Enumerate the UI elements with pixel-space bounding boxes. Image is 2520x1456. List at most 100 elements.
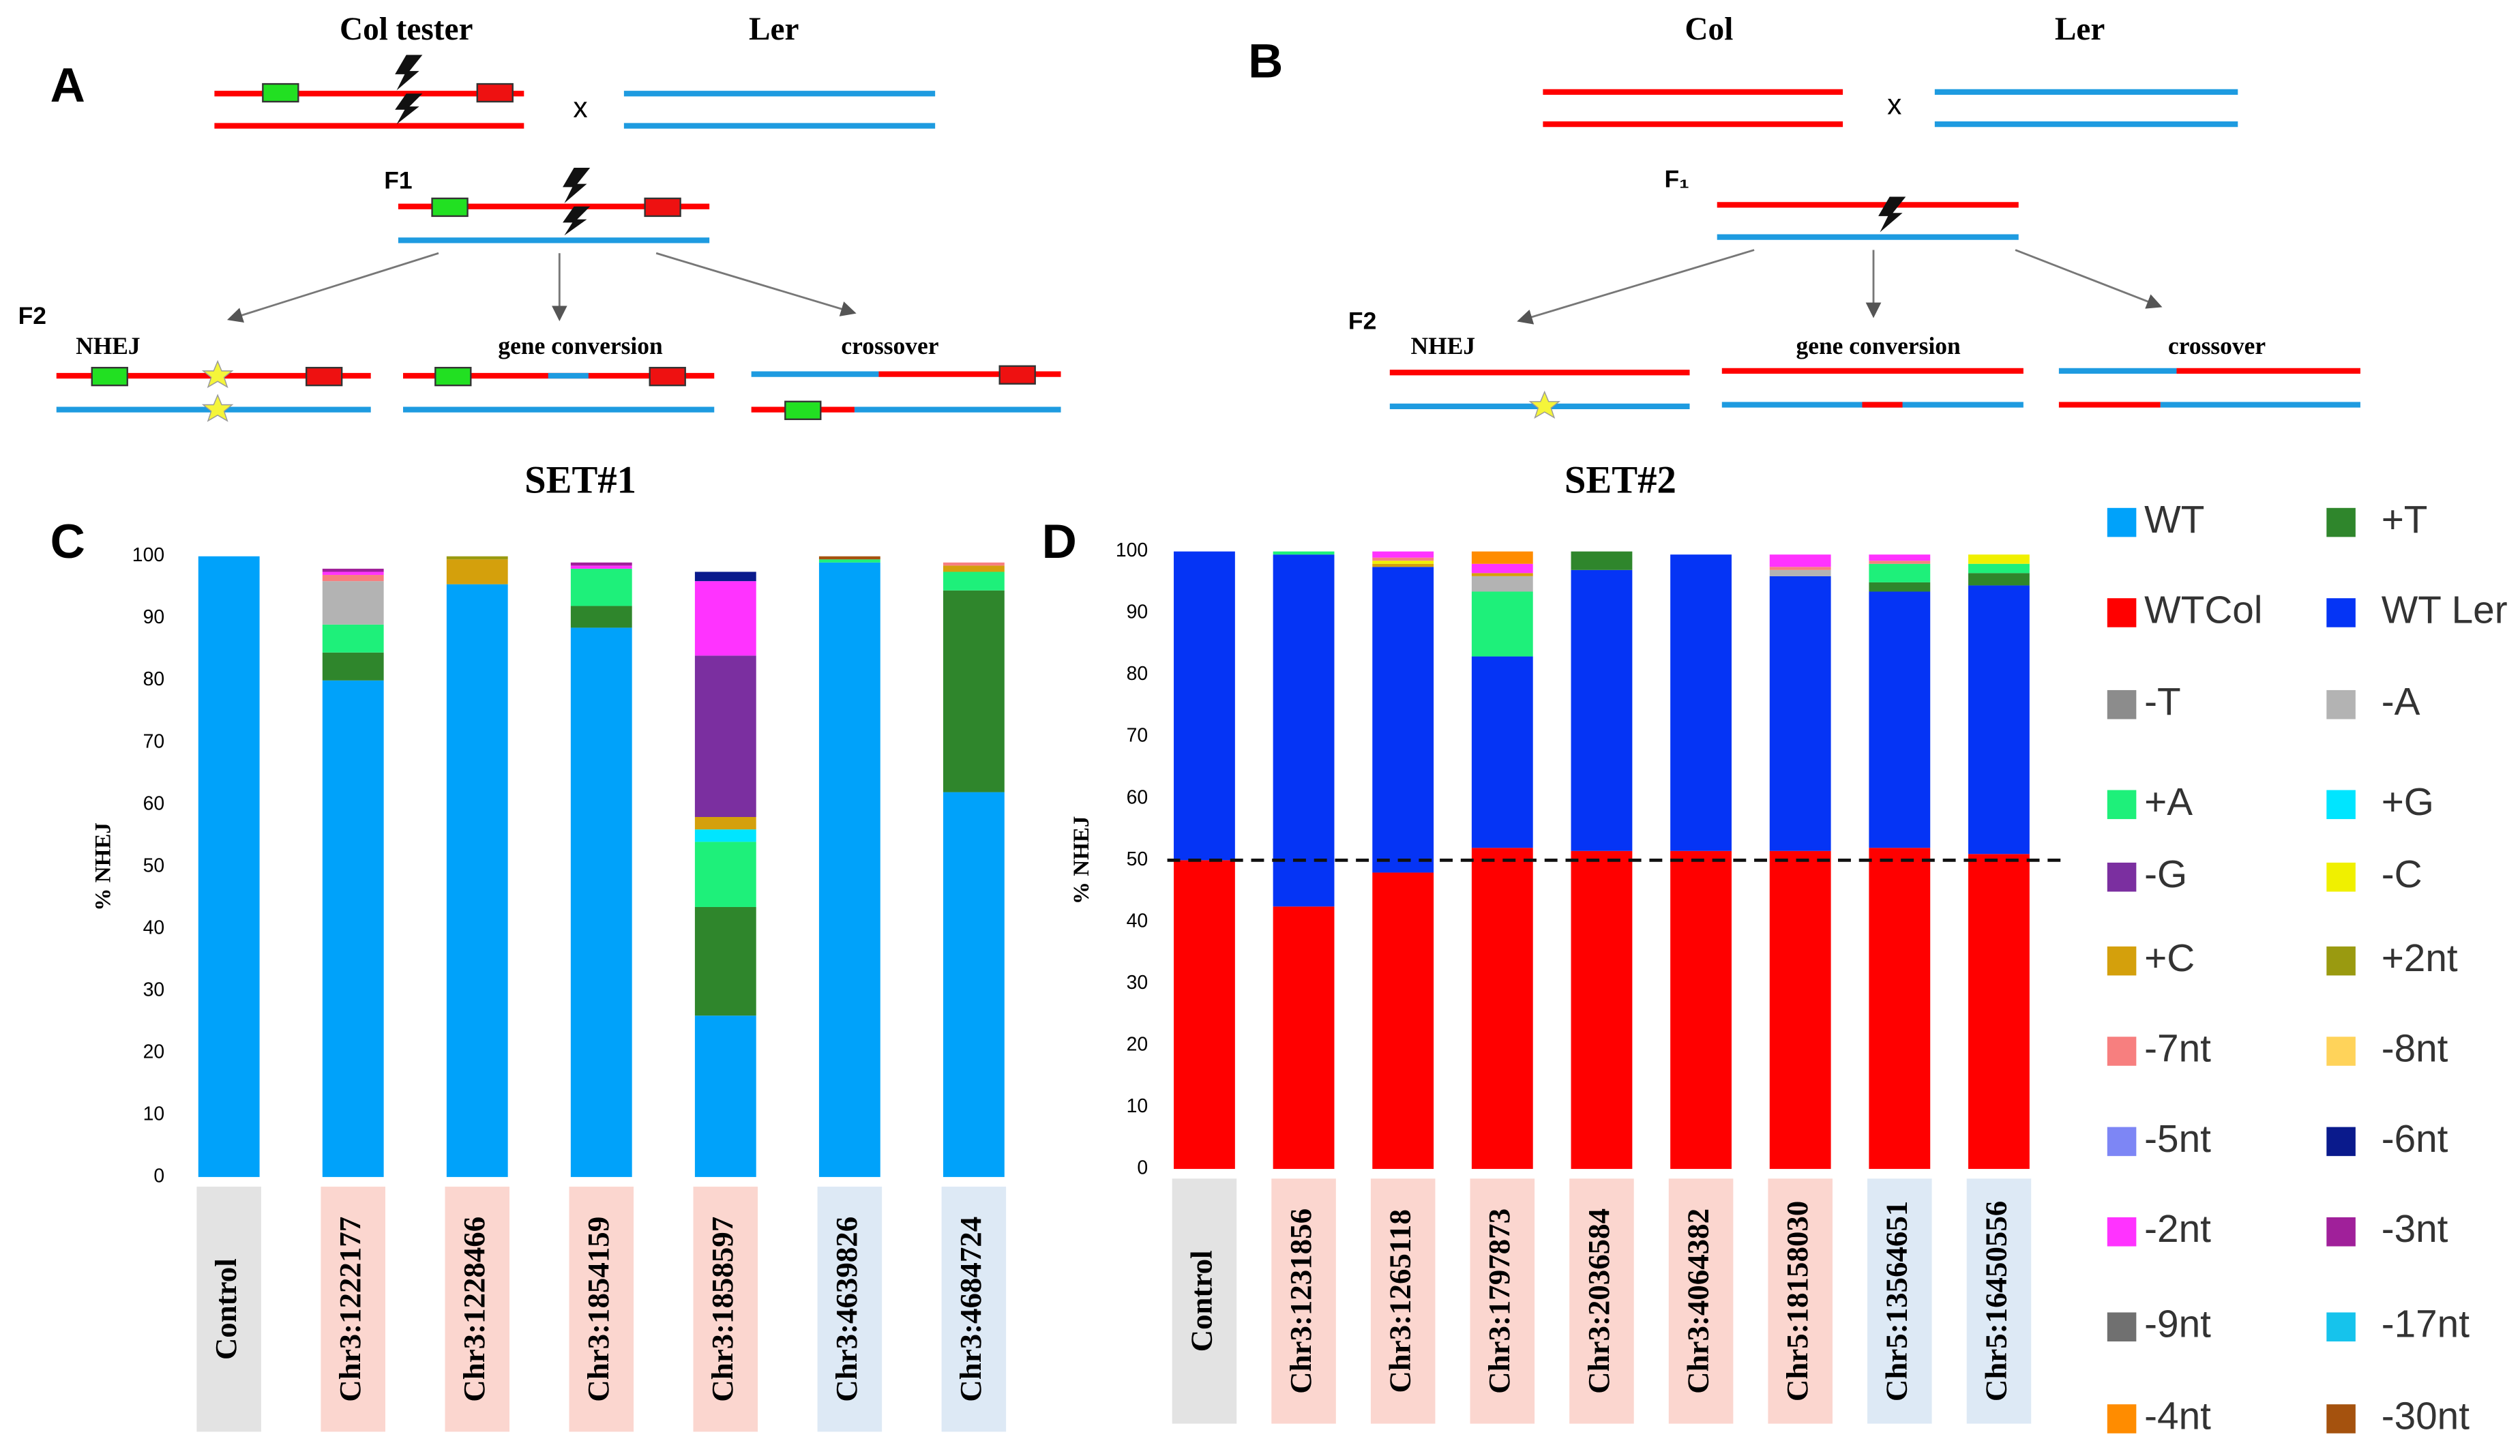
bar-segment (1372, 872, 1434, 1170)
bar-segment (1273, 551, 1335, 555)
legend-label: -17nt (2382, 1303, 2470, 1346)
y-tick-label: 10 (143, 1103, 165, 1125)
generation-label: F1 (384, 167, 412, 194)
y-tick-label: 100 (1116, 539, 1148, 561)
bar-segment (1372, 561, 1434, 564)
legend-swatch (2107, 946, 2137, 976)
category-box (1768, 1178, 1833, 1424)
bar-segment (818, 559, 880, 563)
panel-label: B (1248, 34, 1283, 88)
category-box (1271, 1178, 1336, 1424)
bar-segment (1471, 591, 1533, 657)
y-tick-label: 40 (143, 917, 165, 938)
bar-segment (570, 606, 632, 628)
category-box (1966, 1178, 2032, 1424)
legend-label: -9nt (2144, 1303, 2211, 1346)
x-tick-label: Chr3:1222177 (333, 1217, 367, 1402)
legend-label: -30nt (2382, 1395, 2470, 1438)
legend-label: -4nt (2144, 1395, 2211, 1438)
bar-segment (1869, 554, 1931, 561)
category-box (1370, 1178, 1436, 1424)
legend-label: -7nt (2144, 1027, 2211, 1070)
y-tick-label: 70 (143, 730, 165, 752)
bar-segment (1769, 554, 1831, 567)
x-tick-label: Chr3:1854159 (581, 1217, 615, 1402)
bar-segment (818, 556, 880, 560)
category-box (1569, 1178, 1634, 1424)
bar-segment (1174, 860, 1235, 1170)
legend-label: -3nt (2382, 1208, 2448, 1251)
cross-symbol: x (573, 91, 587, 124)
x-tick-label: Chr3:4684724 (953, 1217, 988, 1402)
bar-segment (1471, 573, 1533, 576)
bar-segment (818, 562, 880, 1177)
bar-segment (322, 571, 384, 576)
bar-segment (943, 571, 1005, 591)
bar-segment (1372, 567, 1434, 873)
legend-swatch (2326, 1127, 2356, 1157)
panel-label: D (1042, 515, 1077, 569)
legend-swatch (2326, 1037, 2356, 1066)
bar-segment (943, 565, 1005, 572)
legend-swatch (2107, 1037, 2137, 1066)
bar-segment (694, 581, 756, 656)
category-box (817, 1187, 883, 1432)
category-box (693, 1187, 758, 1432)
y-axis-label: % NHEJ (1069, 816, 1094, 905)
bar-segment (943, 590, 1005, 792)
generation-label: F2 (1348, 307, 1376, 334)
bar-segment (1471, 848, 1533, 1170)
x-tick-label: Chr3:4064382 (1680, 1208, 1715, 1394)
category-box (1867, 1178, 1932, 1424)
legend-swatch (2107, 1312, 2137, 1342)
legend-swatch (2107, 862, 2137, 892)
bar-segment (1273, 554, 1335, 907)
bar-segment (1670, 554, 1732, 851)
legend-label: -C (2382, 853, 2422, 896)
bar-segment (694, 829, 756, 842)
legend-label: -A (2382, 681, 2420, 724)
bar-segment (1968, 585, 2030, 855)
legend-label: -G (2144, 853, 2187, 896)
cross-symbol: x (1887, 88, 1901, 121)
legend-swatch (2326, 862, 2356, 892)
bar-segment (570, 562, 632, 566)
parent-label: Col tester (340, 12, 473, 47)
x-tick-label: Chr3:1797873 (1482, 1208, 1516, 1394)
outcome-label: gene conversion (498, 332, 663, 359)
x-tick-label: Chr3:1231856 (1284, 1208, 1318, 1394)
chart-title: SET#1 (524, 458, 636, 501)
y-tick-label: 0 (153, 1165, 164, 1187)
bar-segment (1571, 569, 1633, 851)
legend-swatch (2326, 946, 2356, 976)
legend-label: -8nt (2382, 1027, 2448, 1070)
x-tick-label: Chr3:1265118 (1383, 1209, 1417, 1393)
y-tick-label: 30 (143, 979, 165, 1000)
bar-segment (1869, 582, 1931, 592)
y-tick-label: 10 (1127, 1095, 1148, 1117)
y-axis-label: % NHEJ (91, 822, 115, 911)
bar-segment (1769, 576, 1831, 851)
bar-segment (694, 1015, 756, 1177)
bar-segment (322, 624, 384, 653)
outcome-label: NHEJ (76, 332, 140, 359)
legend-swatch (2107, 790, 2137, 820)
y-tick-label: 0 (1137, 1157, 1148, 1179)
category-box (941, 1187, 1007, 1432)
legend-swatch (2326, 507, 2356, 537)
outcome-label: gene conversion (1796, 332, 1961, 359)
panel-label: C (50, 515, 85, 569)
legend-label: WTCol (2144, 589, 2262, 632)
legend-swatch (2107, 1127, 2137, 1157)
category-box (196, 1187, 261, 1432)
bar-segment (694, 655, 756, 817)
bar-segment (1471, 656, 1533, 848)
generation-label: F2 (18, 302, 46, 329)
bar-segment (1372, 551, 1434, 558)
bar-segment (1769, 850, 1831, 1170)
legend-label: WT (2144, 499, 2204, 541)
x-tick-label: Chr3:4639826 (829, 1217, 863, 1402)
bar-segment (694, 571, 756, 582)
bar-segment (446, 559, 508, 584)
